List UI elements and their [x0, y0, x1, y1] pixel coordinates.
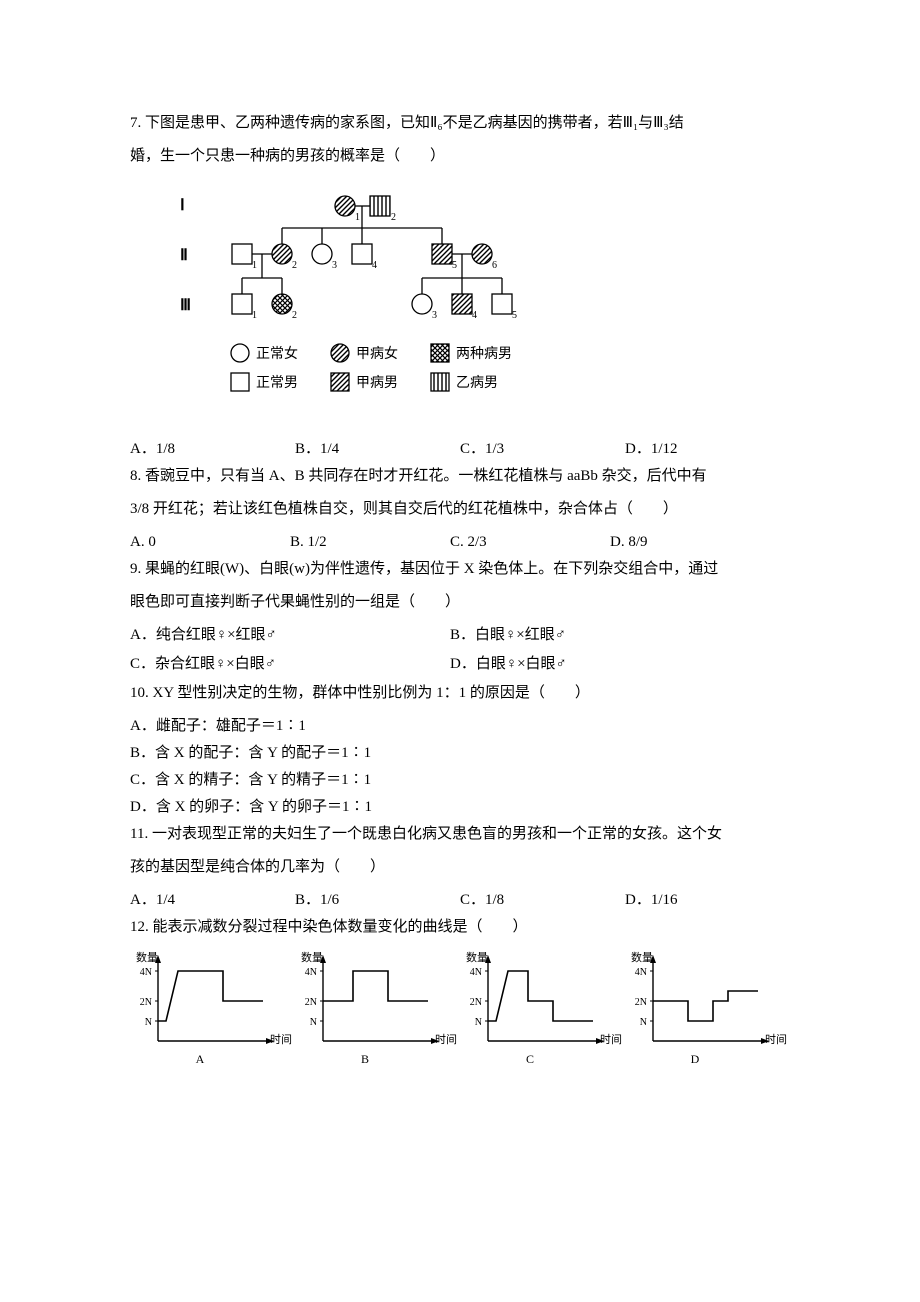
q11-B: B．1/6 [295, 887, 460, 914]
q8-line1: 8. 香豌豆中，只有当 A、B 共同存在时才开红花。一株红花植株与 aaBb 杂… [130, 463, 790, 490]
q7-D: D．1/12 [625, 436, 790, 463]
svg-text:两种病男: 两种病男 [456, 346, 512, 362]
svg-text:4N: 4N [305, 967, 317, 978]
q10-A: A．雌配子：雄配子＝1∶1 [130, 713, 790, 740]
svg-text:C: C [526, 1052, 534, 1066]
q7-line1: 7. 下图是患甲、乙两种遗传病的家系图，已知Ⅱ₆不是乙病基因的携带者，若Ⅲ₁与Ⅲ… [130, 110, 790, 137]
q7-pedigree: Ⅰ Ⅱ Ⅲ 1 2 1 [160, 188, 790, 428]
svg-text:A: A [196, 1052, 205, 1066]
svg-text:2N: 2N [140, 997, 152, 1008]
q9-D: D．白眼♀×白眼♂ [450, 651, 770, 678]
gen-3-label: Ⅲ [180, 297, 191, 314]
svg-text:正常女: 正常女 [256, 345, 298, 362]
svg-text:4: 4 [372, 260, 377, 271]
q11-D: D．1/16 [625, 887, 790, 914]
gen-2-label: Ⅱ [180, 247, 188, 264]
svg-text:6: 6 [492, 260, 497, 271]
q11-A: A．1/4 [130, 887, 295, 914]
q12-graph-C: 4N 2N N 数量时间 C [460, 951, 625, 1071]
gen-I: 1 2 [335, 196, 396, 228]
q9-line2: 眼色即可直接判断子代果蝇性别的一组是（ ） [130, 589, 790, 616]
svg-text:4N: 4N [635, 967, 647, 978]
svg-text:时间: 时间 [600, 1033, 622, 1046]
q8-C: C. 2/3 [450, 529, 610, 556]
svg-text:B: B [361, 1052, 369, 1066]
q9-B: B．白眼♀×红眼♂ [450, 622, 770, 649]
svg-text:时间: 时间 [765, 1033, 787, 1046]
q11-C: C．1/8 [460, 887, 625, 914]
q10-choices: A．雌配子：雄配子＝1∶1 B．含 X 的配子：含 Y 的配子＝1∶1 C．含 … [130, 713, 790, 821]
svg-text:2N: 2N [470, 997, 482, 1008]
svg-text:N: N [475, 1017, 482, 1028]
q12-graph-A: 4N 2N N 数量时间 A [130, 951, 295, 1071]
svg-text:2: 2 [292, 310, 297, 321]
q8-B: B. 1/2 [290, 529, 450, 556]
q11-line1: 11. 一对表现型正常的夫妇生了一个既患白化病又患色盲的男孩和一个正常的女孩。这… [130, 821, 790, 848]
svg-text:4N: 4N [470, 967, 482, 978]
pedigree-legend: 正常女 甲病女 两种病男 正常男 甲病男 乙病男 [231, 344, 512, 391]
svg-text:数量: 数量 [136, 951, 158, 964]
svg-text:3: 3 [432, 310, 437, 321]
svg-text:1: 1 [355, 212, 360, 223]
q8-D: D. 8/9 [610, 529, 770, 556]
q12-graphs: 4N 2N N 数量时间 A 4N 2N N 数量时间 B 4N 2N N 数量时间 C 4N 2N N 数量… [130, 951, 790, 1071]
svg-text:2N: 2N [305, 997, 317, 1008]
q10-D: D．含 X 的卵子：含 Y 的卵子＝1∶1 [130, 794, 790, 821]
q9-choices: A．纯合红眼♀×红眼♂ B．白眼♀×红眼♂ C．杂合红眼♀×白眼♂ D．白眼♀×… [130, 622, 790, 680]
q9-A: A．纯合红眼♀×红眼♂ [130, 622, 450, 649]
q10-stem: 10. XY 型性别决定的生物，群体中性别比例为 1：1 的原因是（ ） [130, 680, 790, 707]
svg-text:乙病男: 乙病男 [456, 375, 498, 391]
svg-text:N: N [145, 1017, 152, 1028]
svg-text:2: 2 [391, 212, 396, 223]
svg-text:2: 2 [292, 260, 297, 271]
q12-graph-D: 4N 2N N 数量时间 D [625, 951, 790, 1071]
svg-text:甲病男: 甲病男 [356, 375, 398, 391]
q7-line2: 婚，生一个只患一种病的男孩的概率是（ ） [130, 143, 790, 170]
svg-text:甲病女: 甲病女 [356, 345, 398, 362]
q8-A: A. 0 [130, 529, 290, 556]
gen-III: 1 2 3 4 5 [232, 278, 517, 321]
q8-choices: A. 0 B. 1/2 C. 2/3 D. 8/9 [130, 529, 790, 556]
q7-A: A．1/8 [130, 436, 295, 463]
svg-text:1: 1 [252, 310, 257, 321]
q11-line2: 孩的基因型是纯合体的几率为（ ） [130, 854, 790, 881]
q9-line1: 9. 果蝇的红眼(W)、白眼(w)为伴性遗传，基因位于 X 染色体上。在下列杂交… [130, 556, 790, 583]
svg-text:1: 1 [252, 260, 257, 271]
svg-text:2N: 2N [635, 997, 647, 1008]
svg-text:时间: 时间 [435, 1033, 457, 1046]
q11-choices: A．1/4 B．1/6 C．1/8 D．1/16 [130, 887, 790, 914]
q8-line2: 3/8 开红花；若让该红色植株自交，则其自交后代的红花植株中，杂合体占（ ） [130, 496, 790, 523]
q7-C: C．1/3 [460, 436, 625, 463]
q9-C: C．杂合红眼♀×白眼♂ [130, 651, 450, 678]
svg-text:数量: 数量 [301, 951, 323, 964]
q12-stem: 12. 能表示减数分裂过程中染色体数量变化的曲线是（ ） [130, 914, 790, 941]
gen-1-label: Ⅰ [180, 197, 185, 214]
q10-C: C．含 X 的精子：含 Y 的精子＝1∶1 [130, 767, 790, 794]
svg-text:5: 5 [512, 310, 517, 321]
svg-text:数量: 数量 [466, 951, 488, 964]
q12-graph-B: 4N 2N N 数量时间 B [295, 951, 460, 1071]
svg-text:正常男: 正常男 [256, 375, 298, 391]
svg-text:5: 5 [452, 260, 457, 271]
q10-B: B．含 X 的配子：含 Y 的配子＝1∶1 [130, 740, 790, 767]
gen-II: 1 2 3 4 5 6 [232, 228, 497, 278]
svg-text:4N: 4N [140, 967, 152, 978]
svg-text:D: D [691, 1052, 700, 1066]
svg-text:数量: 数量 [631, 951, 653, 964]
svg-text:时间: 时间 [270, 1033, 292, 1046]
svg-text:N: N [640, 1017, 647, 1028]
q7-choices: A．1/8 B．1/4 C．1/3 D．1/12 [130, 436, 790, 463]
svg-text:3: 3 [332, 260, 337, 271]
svg-text:4: 4 [472, 310, 477, 321]
exam-page: 7. 下图是患甲、乙两种遗传病的家系图，已知Ⅱ₆不是乙病基因的携带者，若Ⅲ₁与Ⅲ… [0, 0, 920, 1302]
q7-B: B．1/4 [295, 436, 460, 463]
svg-text:N: N [310, 1017, 317, 1028]
pedigree-svg: Ⅰ Ⅱ Ⅲ 1 2 1 [160, 188, 540, 418]
